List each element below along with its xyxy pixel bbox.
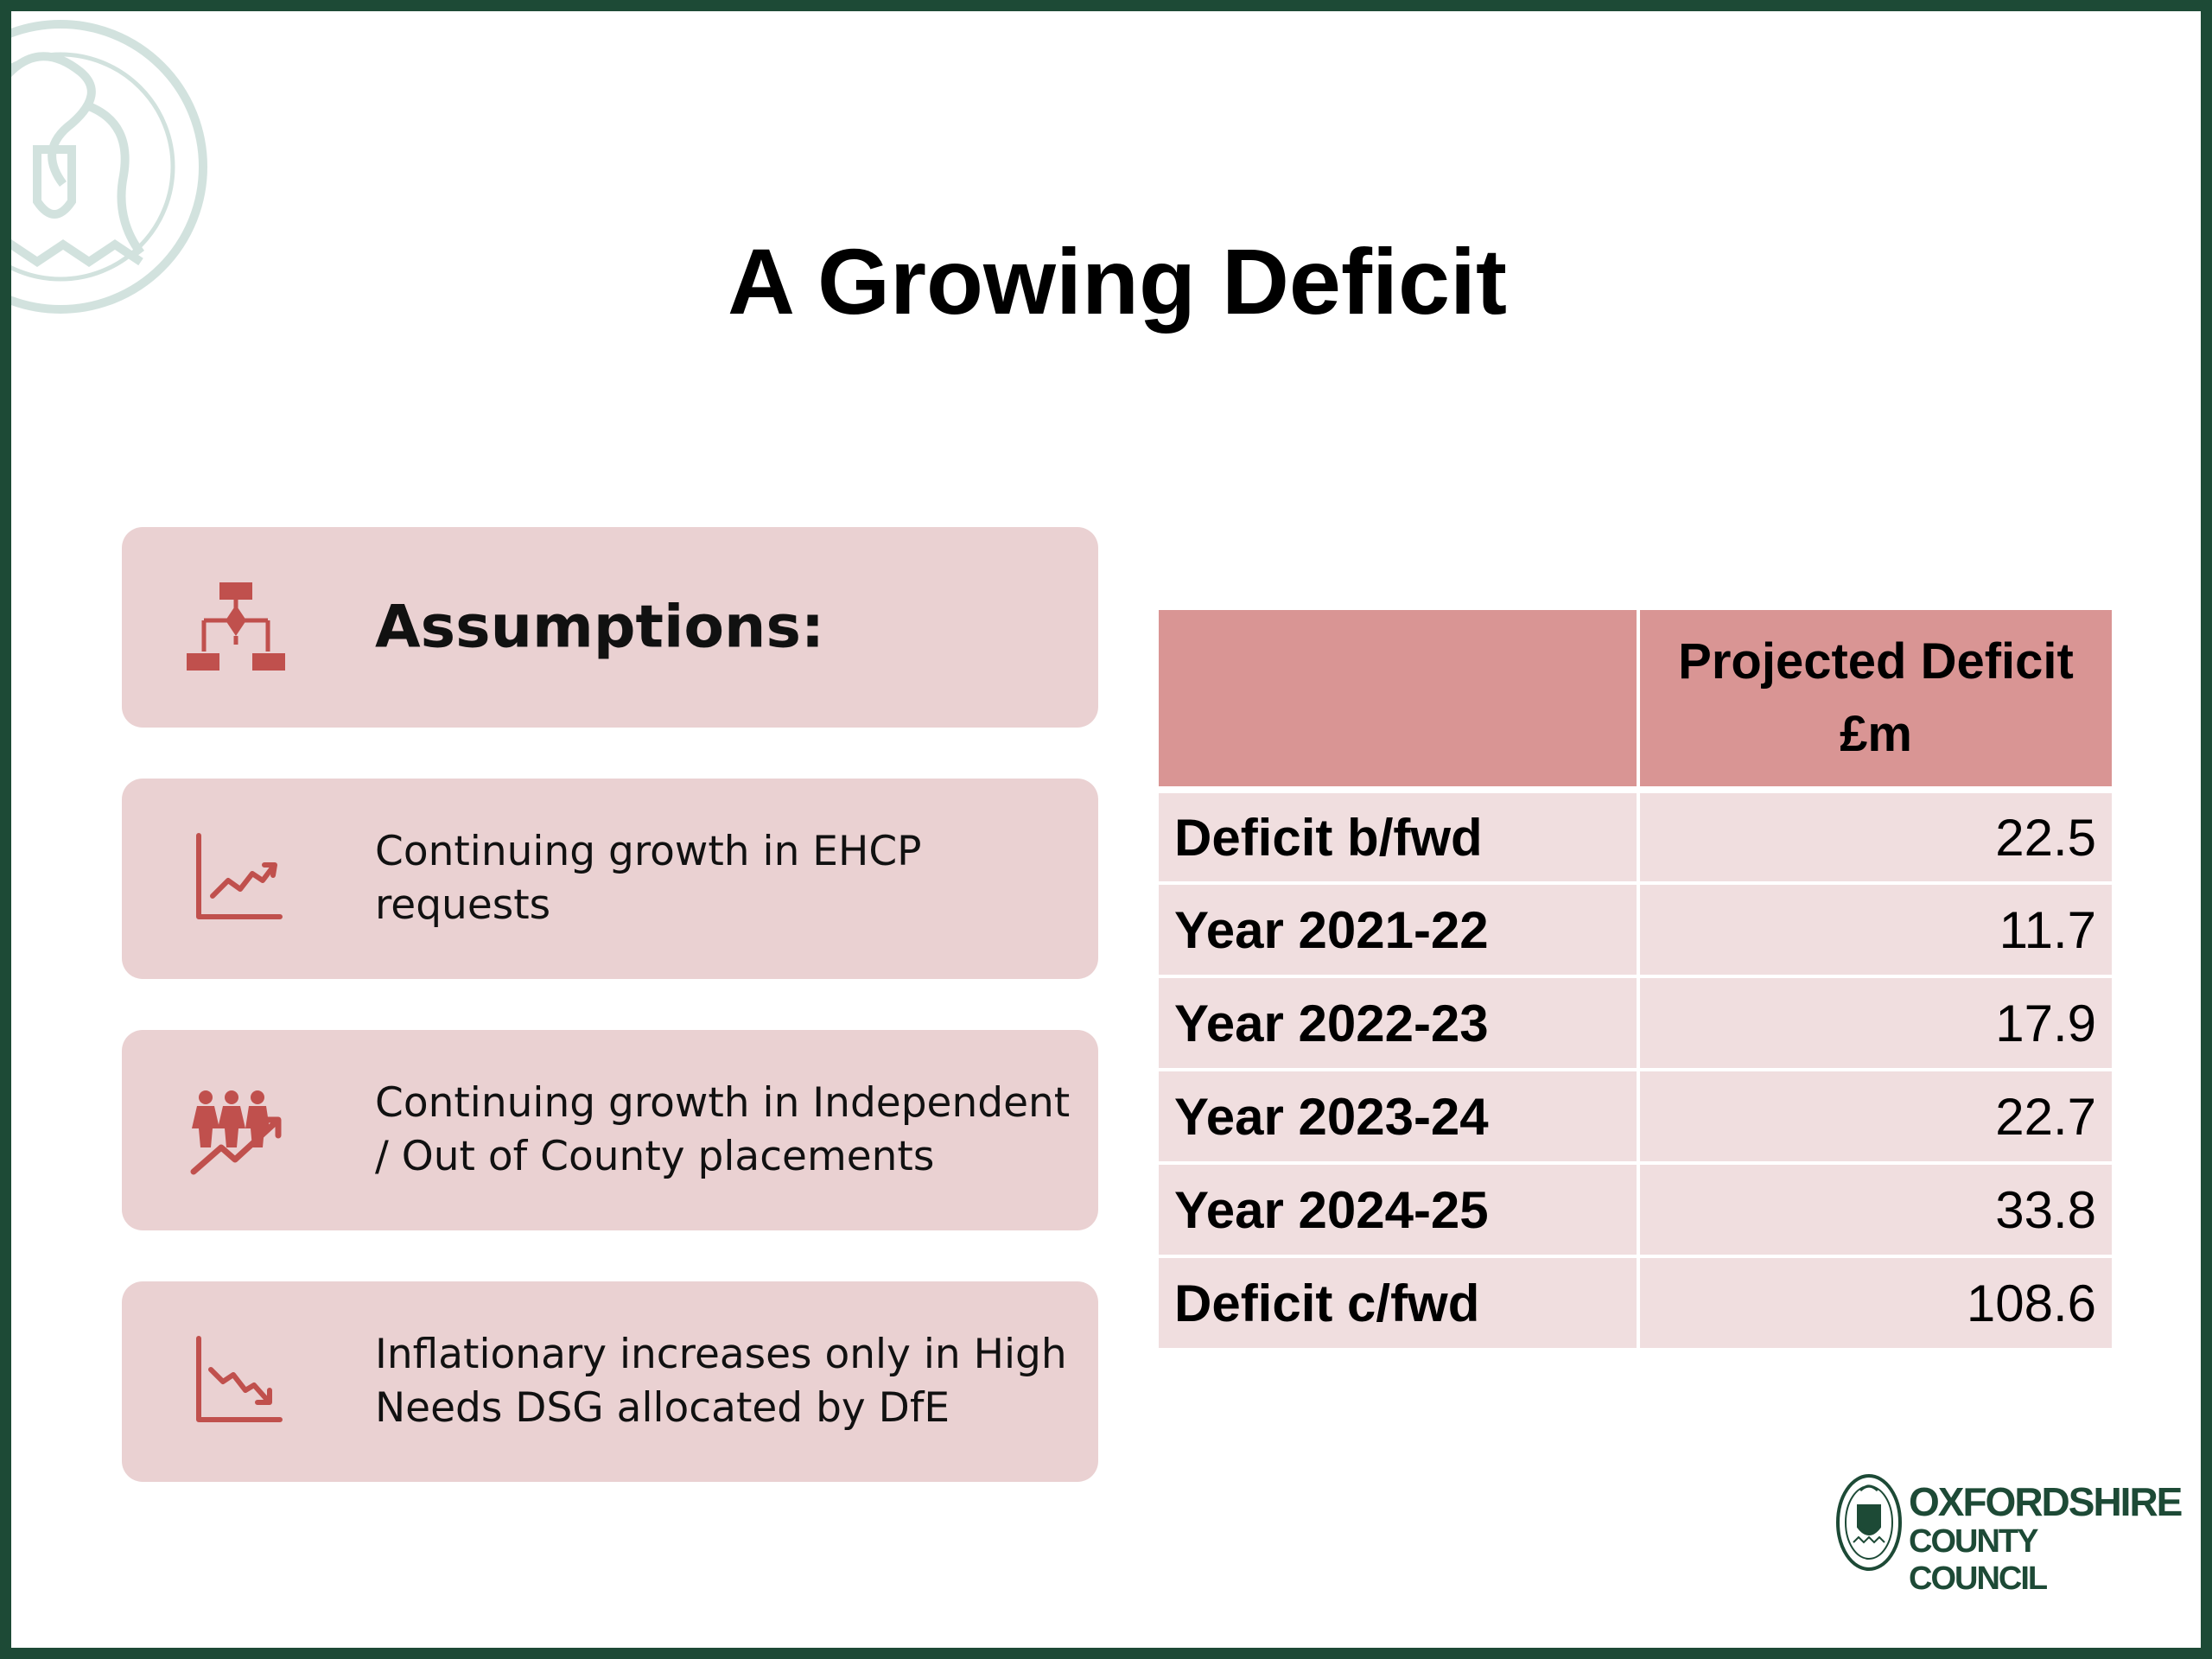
row-label: Year 2024-25 <box>1159 1163 1640 1258</box>
table-row: Year 2022-23 17.9 <box>1159 976 2112 1071</box>
row-label: Year 2021-22 <box>1159 883 1640 978</box>
row-label: Year 2022-23 <box>1159 976 1640 1071</box>
assumptions-heading-card: Assumptions: <box>122 527 1098 728</box>
row-label: Deficit b/fwd <box>1159 790 1640 885</box>
row-value: 22.5 <box>1638 790 2112 885</box>
assumption-text-ehcp: Continuing growth in EHCP requests <box>375 828 922 929</box>
row-label: Deficit c/fwd <box>1159 1256 1640 1351</box>
logo-line-2: COUNTY COUNCIL <box>1909 1523 2048 1597</box>
council-seal-icon <box>1836 1474 1902 1571</box>
row-value: 17.9 <box>1638 976 2112 1071</box>
assumptions-heading: Assumptions: <box>375 593 825 662</box>
row-value: 108.6 <box>1638 1256 2112 1351</box>
hierarchy-icon <box>187 582 285 671</box>
table-header-projected-deficit: Projected Deficit £m <box>1638 610 2112 793</box>
table-row: Deficit b/fwd 22.5 <box>1159 790 2112 885</box>
row-value: 33.8 <box>1638 1163 2112 1258</box>
row-value: 22.7 <box>1638 1070 2112 1165</box>
table-header-label <box>1159 610 1640 793</box>
table-row: Deficit c/fwd 108.6 <box>1159 1256 2112 1351</box>
chart-trending-down-icon <box>196 1336 283 1422</box>
chart-trending-up-icon <box>196 833 283 919</box>
assumption-card-ehcp: Continuing growth in EHCP requests <box>122 779 1098 979</box>
council-logo: OXFORDSHIRE COUNTY COUNCIL <box>1834 1471 2183 1597</box>
assumption-text-placements: Continuing growth in Independent / Out o… <box>375 1079 1071 1180</box>
assumption-card-inflation: Inflationary increases only in High Need… <box>122 1281 1098 1482</box>
row-value: 11.7 <box>1638 883 2112 978</box>
logo-line-1: OXFORDSHIRE <box>1909 1479 2183 1524</box>
table-row: Year 2021-22 11.7 <box>1159 883 2112 978</box>
table-header-row: Projected Deficit £m <box>1159 610 2112 793</box>
people-growth-icon <box>190 1090 282 1175</box>
assumption-text-inflation: Inflationary increases only in High Need… <box>375 1331 1067 1432</box>
crest-watermark-icon <box>11 20 207 314</box>
assumption-card-placements: Continuing growth in Independent / Out o… <box>122 1030 1098 1230</box>
slide-title: A Growing Deficit <box>727 229 1508 334</box>
deficit-table: Projected Deficit £m Deficit b/fwd 22.5 … <box>1159 610 2112 1351</box>
table-row: Year 2023-24 22.7 <box>1159 1070 2112 1165</box>
table-row: Year 2024-25 33.8 <box>1159 1163 2112 1258</box>
row-label: Year 2023-24 <box>1159 1070 1640 1165</box>
